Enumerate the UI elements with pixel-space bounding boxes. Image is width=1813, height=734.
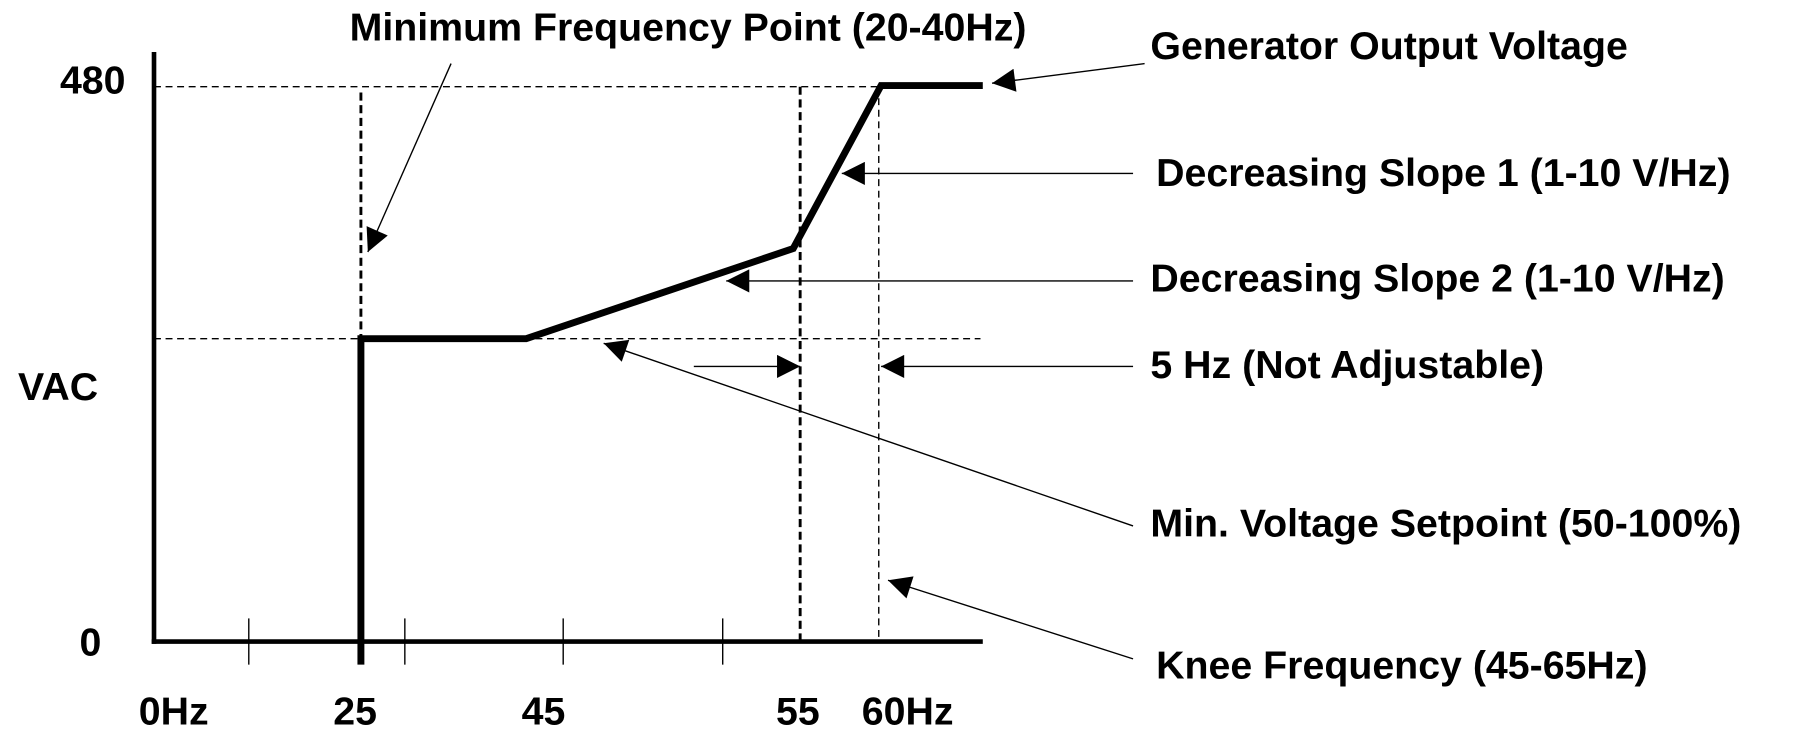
x-tick-label: 55 xyxy=(776,690,820,734)
annotation: Decreasing Slope 1 (1-10 V/Hz) xyxy=(1156,151,1730,195)
annotation: Decreasing Slope 2 (1-10 V/Hz) xyxy=(1150,256,1724,300)
axes xyxy=(151,52,983,665)
arrows xyxy=(366,62,1145,660)
x-tick-label: 45 xyxy=(522,690,566,734)
annotation: Generator Output Voltage xyxy=(1150,24,1627,68)
x-tick-label: 60Hz xyxy=(862,690,954,734)
voltage-curve xyxy=(357,82,983,665)
x-tick-label: 25 xyxy=(333,690,377,734)
annotation: 5 Hz (Not Adjustable) xyxy=(1150,343,1544,387)
annotation: Knee Frequency (45-65Hz) xyxy=(1156,643,1647,687)
y-tick-label: 480 xyxy=(60,59,126,103)
y-axis-label: VAC xyxy=(18,365,98,409)
y-tick-label: 0 xyxy=(80,620,102,664)
annotation: Minimum Frequency Point (20-40Hz) xyxy=(350,5,1027,49)
guides xyxy=(154,85,983,642)
x-tick-label: 0Hz xyxy=(139,690,209,734)
annotation: Min. Voltage Setpoint (50-100%) xyxy=(1150,501,1741,545)
